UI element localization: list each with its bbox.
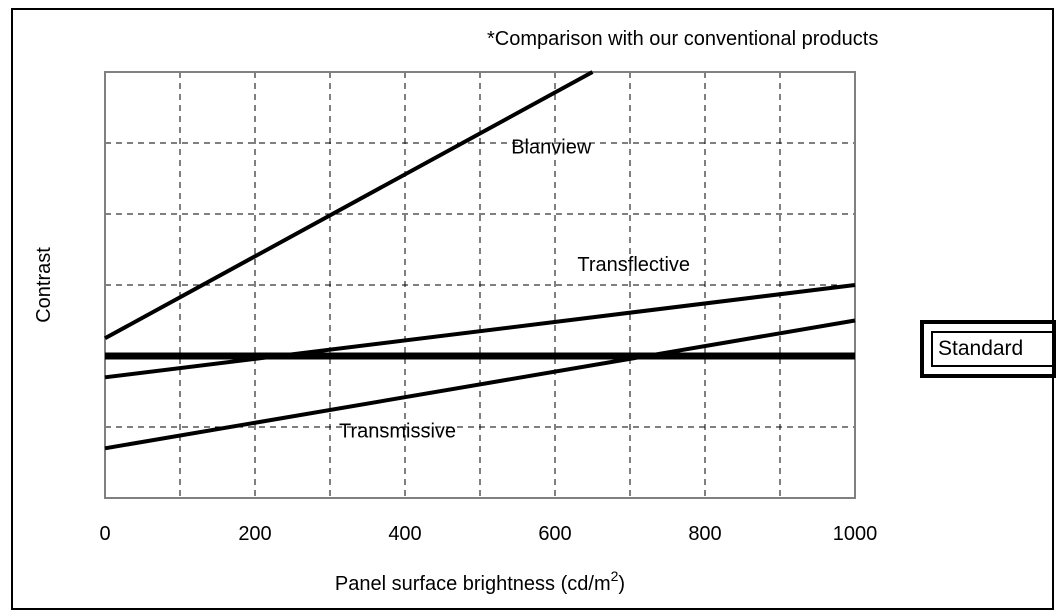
series-lines [104, 70, 856, 451]
series-label-blanview: Blanview [511, 137, 592, 159]
comparison-note: *Comparison with our conventional produc… [487, 28, 879, 50]
x-tick-label: 1000 [833, 523, 878, 545]
series-label-transflective: Transflective [577, 254, 690, 276]
x-tick-label: 400 [388, 523, 421, 545]
series-line-blanview [104, 70, 594, 341]
standard-label: Standard [931, 331, 1056, 367]
x-tick-label: 800 [688, 523, 721, 545]
x-tick-labels: 0 200 400 600 800 1000 [99, 523, 877, 545]
x-tick-label: 0 [99, 523, 110, 545]
series-line-transmissive [104, 318, 856, 451]
series-line-transflective [104, 283, 856, 380]
y-axis-label: Contrast [33, 247, 55, 323]
chart-frame [11, 8, 1054, 610]
x-tick-label: 600 [538, 523, 571, 545]
grid-lines [105, 72, 855, 498]
x-tick-label: 200 [238, 523, 271, 545]
series-label-transmissive: Transmissive [339, 421, 456, 443]
series-labels: Blanview Transflective Transmissive [339, 137, 690, 443]
standard-label-box: Standard [920, 320, 1056, 378]
x-axis-label: Panel surface brightness (cd/m2) [335, 568, 625, 595]
